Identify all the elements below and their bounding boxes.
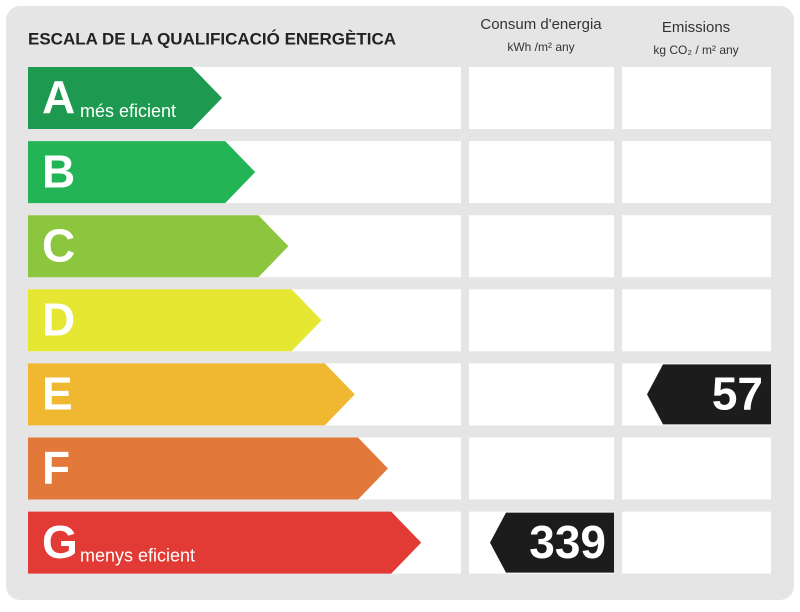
label-title: ESCALA DE LA QUALIFICACIÓ ENERGÈTICA xyxy=(28,29,396,48)
rating-letter: A xyxy=(42,71,75,123)
rating-letter: D xyxy=(42,293,75,345)
rating-letter: C xyxy=(42,219,75,271)
energy-cell xyxy=(469,437,614,500)
rating-arrow xyxy=(28,511,422,574)
rating-arrow xyxy=(28,67,222,129)
rating-letter: B xyxy=(42,145,75,197)
emissions-value: 57 xyxy=(712,368,763,420)
column-unit: kg CO₂ / m² any xyxy=(653,43,738,57)
energy-badge xyxy=(490,512,614,573)
column-unit: kWh /m² any xyxy=(507,40,574,54)
rating-letter: E xyxy=(42,368,73,420)
emissions-cell xyxy=(622,215,771,278)
energy-cell xyxy=(469,289,614,352)
rating-arrow xyxy=(28,437,388,500)
emissions-cell xyxy=(622,67,771,129)
rating-arrow xyxy=(28,289,322,352)
energy-cell xyxy=(469,67,614,129)
emissions-cell xyxy=(622,511,771,574)
rating-arrow xyxy=(28,141,256,204)
rating-arrow xyxy=(28,363,355,426)
energy-cell xyxy=(469,141,614,204)
energy-cell xyxy=(469,363,614,426)
emissions-cell xyxy=(622,437,771,500)
rating-letter: F xyxy=(42,442,70,494)
rating-arrow xyxy=(28,215,289,278)
column-title: Emissions xyxy=(662,19,730,36)
rating-label: més eficient xyxy=(80,101,176,121)
emissions-cell xyxy=(622,289,771,352)
energy-cell xyxy=(469,215,614,278)
emissions-cell xyxy=(622,141,771,204)
rating-letter: G xyxy=(42,516,78,568)
emissions-badge xyxy=(647,364,771,425)
energy-value: 339 xyxy=(529,516,606,568)
rating-label: menys eficient xyxy=(80,545,195,565)
column-title: Consum d'energia xyxy=(480,16,602,33)
